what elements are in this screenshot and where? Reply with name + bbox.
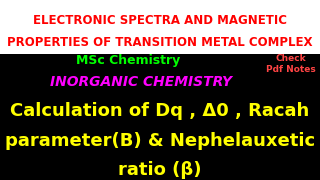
FancyBboxPatch shape [0, 0, 320, 54]
Text: MSc Chemistry: MSc Chemistry [76, 54, 180, 67]
Text: INORGANIC CHEMISTRY: INORGANIC CHEMISTRY [50, 75, 232, 89]
Text: ELECTRONIC SPECTRA AND MAGNETIC: ELECTRONIC SPECTRA AND MAGNETIC [33, 14, 287, 27]
Text: Calculation of Dq , Δ0 , Racah: Calculation of Dq , Δ0 , Racah [10, 102, 310, 120]
Text: Check
Pdf Notes: Check Pdf Notes [266, 54, 316, 74]
Text: parameter(B) & Nephelauxetic: parameter(B) & Nephelauxetic [5, 132, 315, 150]
Text: PROPERTIES OF TRANSITION METAL COMPLEX: PROPERTIES OF TRANSITION METAL COMPLEX [7, 36, 313, 49]
Text: ratio (β): ratio (β) [118, 161, 202, 179]
